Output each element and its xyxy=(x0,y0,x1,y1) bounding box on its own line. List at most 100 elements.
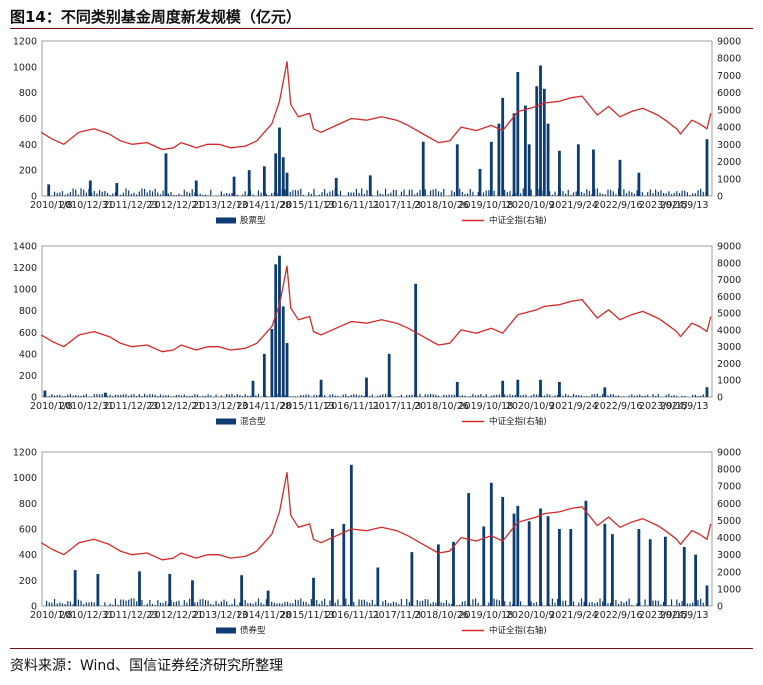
data-bar-minor xyxy=(308,394,310,397)
data-bar-minor xyxy=(361,599,363,606)
data-bar-minor xyxy=(122,599,124,606)
data-bar-minor xyxy=(467,604,469,606)
data-bar xyxy=(539,379,542,397)
data-bar-minor xyxy=(697,395,699,397)
data-bar-minor xyxy=(271,193,273,196)
data-bar-minor xyxy=(234,192,236,196)
data-bar-minor xyxy=(469,604,471,606)
y-left-tick-label: 600 xyxy=(19,328,37,339)
data-bar-minor xyxy=(170,396,172,397)
data-bar-minor xyxy=(337,395,339,397)
data-bar xyxy=(592,149,595,196)
data-bar-minor xyxy=(615,194,617,196)
data-bar-minor xyxy=(281,603,283,606)
data-bar-minor xyxy=(141,188,143,196)
data-bar xyxy=(455,144,459,196)
data-bar-minor xyxy=(239,395,241,397)
y-left-tick-label: 1400 xyxy=(13,242,37,253)
data-bar-minor xyxy=(392,601,395,606)
data-bar-minor xyxy=(353,601,355,606)
data-bar-minor xyxy=(681,190,683,196)
data-bar-minor xyxy=(228,193,230,196)
data-bar-minor xyxy=(527,190,530,196)
data-bar xyxy=(705,139,709,196)
data-bar-minor xyxy=(72,188,74,196)
data-bar-minor xyxy=(440,602,442,606)
data-bar-minor xyxy=(419,394,421,397)
data-bar-minor xyxy=(588,602,591,606)
data-bar xyxy=(73,570,77,606)
x-tick-label: 2022/9/16 xyxy=(594,200,643,211)
data-bar-minor xyxy=(228,604,230,606)
x-tick-label: 2020/10/9 xyxy=(506,401,555,412)
data-bar-minor xyxy=(670,194,673,196)
data-bar-minor xyxy=(284,601,286,606)
data-bar-minor xyxy=(210,603,212,606)
data-bar-minor xyxy=(143,605,146,606)
data-bar-minor xyxy=(512,194,514,196)
x-tick-label: 2010/12/31 xyxy=(59,200,114,211)
data-bar-minor xyxy=(85,393,87,397)
data-bar xyxy=(694,554,698,606)
data-bar-minor xyxy=(138,604,140,606)
data-bar-minor xyxy=(384,393,387,397)
data-bar-minor xyxy=(692,602,694,606)
data-bar-minor xyxy=(162,395,164,397)
data-bar-minor xyxy=(167,193,170,196)
data-bar xyxy=(663,536,667,606)
data-bar-minor xyxy=(551,598,553,606)
data-bar-minor xyxy=(151,394,154,397)
data-bar-minor xyxy=(334,395,336,397)
data-bar xyxy=(467,493,471,606)
data-bar-minor xyxy=(705,396,707,397)
data-bar-minor xyxy=(318,603,320,606)
data-bar-minor xyxy=(673,192,675,196)
x-tick-label: 2013/12/13 xyxy=(193,610,248,621)
data-bar-minor xyxy=(686,603,689,606)
data-bar-minor xyxy=(339,396,342,397)
data-bar-minor xyxy=(655,600,657,606)
data-bar-minor xyxy=(342,394,344,397)
data-bar-minor xyxy=(686,192,689,196)
data-bar-minor xyxy=(522,188,524,196)
data-bar-minor xyxy=(594,189,596,196)
data-bar-minor xyxy=(501,602,503,606)
data-bar-minor xyxy=(602,601,604,606)
data-bar-minor xyxy=(625,193,628,196)
y-right-tick-label: 2000 xyxy=(717,157,741,168)
data-bar-minor xyxy=(157,192,159,196)
data-bar-minor xyxy=(700,188,702,196)
data-bar-minor xyxy=(490,395,493,397)
data-bar-minor xyxy=(112,193,114,196)
data-bar-minor xyxy=(583,601,585,606)
data-bar-minor xyxy=(199,599,201,606)
data-bar-minor xyxy=(117,394,119,397)
data-bar xyxy=(232,176,236,196)
data-bar-minor xyxy=(77,194,79,196)
data-bar-minor xyxy=(371,599,373,606)
data-bar-minor xyxy=(676,599,678,606)
data-bar-minor xyxy=(188,395,191,397)
data-bar-minor xyxy=(204,600,207,606)
data-bar xyxy=(512,513,516,606)
data-bar-minor xyxy=(427,599,429,606)
data-bar-minor xyxy=(109,194,111,196)
data-bar-minor xyxy=(149,599,151,606)
data-bar-minor xyxy=(580,598,583,606)
data-bar-minor xyxy=(255,395,257,397)
data-bar-minor xyxy=(668,191,670,196)
data-bar-minor xyxy=(324,395,326,397)
data-bar-minor xyxy=(453,598,455,606)
data-bar-minor xyxy=(400,598,403,606)
data-bar-minor xyxy=(517,188,519,196)
data-bar-minor xyxy=(236,194,238,196)
data-bar-minor xyxy=(241,599,244,606)
data-bar-minor xyxy=(231,393,233,397)
data-bar-minor xyxy=(289,191,291,196)
data-bar-minor xyxy=(567,189,569,196)
data-bar-minor xyxy=(530,395,532,397)
data-bar-minor xyxy=(347,604,350,606)
data-bar-minor xyxy=(657,600,659,606)
data-bar-minor xyxy=(636,395,638,397)
data-bar-minor xyxy=(284,189,286,196)
